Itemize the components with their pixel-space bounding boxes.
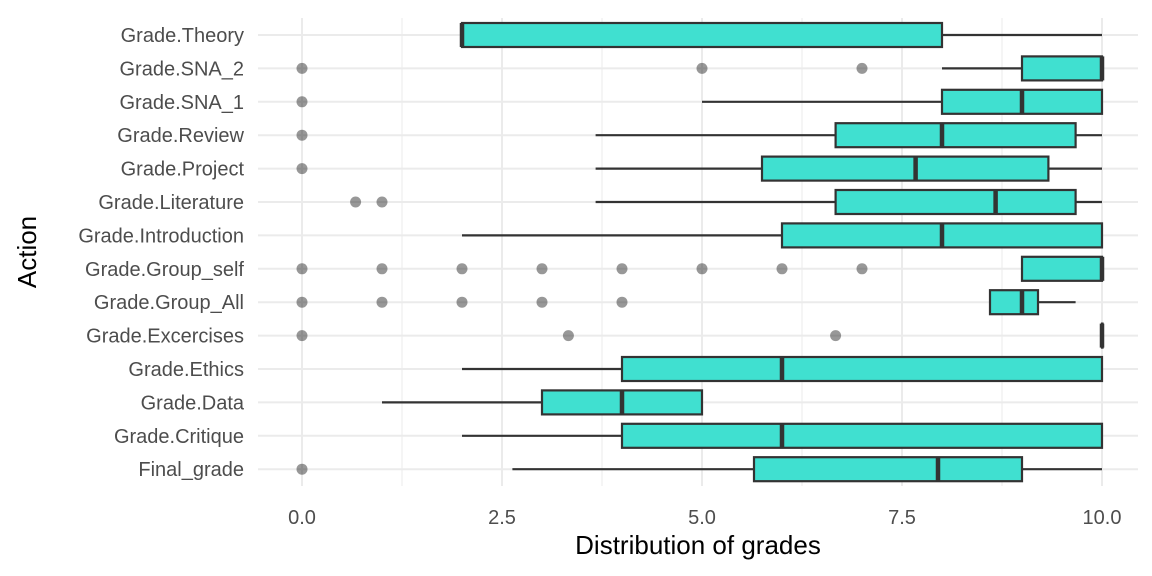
outlier-point [696, 62, 708, 74]
box-iqr [1020, 55, 1104, 82]
box-iqr [620, 355, 1104, 383]
box-Grade.SNA_2 [942, 55, 1105, 82]
x-tick-label: 5.0 [688, 507, 716, 529]
y-tick-label: Grade.Ethics [128, 359, 244, 381]
outlier-point [856, 62, 868, 74]
box-Grade.Group_All [988, 289, 1076, 316]
outlier-point [296, 62, 308, 74]
grid-layer [258, 18, 1138, 486]
box-Grade.Group_self [1020, 255, 1105, 282]
box-Final_grade [512, 456, 1102, 483]
outlier-point [562, 330, 574, 342]
y-tick-label: Grade.Introduction [78, 225, 244, 247]
box-iqr [988, 289, 1040, 316]
y-axis-title: Action [12, 216, 42, 288]
y-tick-label: Grade.SNA_1 [119, 92, 244, 114]
y-tick-label: Grade.Group_All [94, 292, 244, 314]
box-iqr [834, 188, 1077, 216]
box-Grade.Literature [595, 188, 1102, 216]
outlier-point [616, 263, 628, 275]
outlier-point [376, 196, 388, 208]
box-iqr [1020, 255, 1104, 282]
outlier-point [776, 263, 788, 275]
box-Grade.Theory [459, 21, 1102, 49]
outlier-layer [296, 62, 868, 475]
outlier-point [296, 296, 308, 308]
box-layer [382, 21, 1105, 483]
outlier-point [616, 296, 628, 308]
y-tick-labels: Grade.Theory Grade.SNA_2 Grade.SNA_1 Grade.… [78, 25, 245, 481]
box-iqr [620, 422, 1104, 449]
outlier-point [296, 263, 308, 275]
box-Grade.Project [595, 155, 1102, 182]
box-Grade.Critique [462, 422, 1104, 449]
y-tick-label: Grade.Review [117, 125, 244, 147]
outlier-point [456, 296, 468, 308]
x-tick-label: 2.5 [488, 507, 516, 529]
y-tick-label: Grade.Group_self [85, 259, 244, 281]
outlier-point [696, 263, 708, 275]
box-Grade.SNA_1 [702, 88, 1104, 115]
outlier-point [296, 330, 308, 342]
outlier-point [296, 463, 308, 475]
outlier-point [350, 196, 362, 208]
box-Grade.Data [382, 389, 704, 416]
box-iqr [760, 155, 1050, 182]
x-tick-label: 10.0 [1083, 507, 1122, 529]
outlier-point [296, 96, 308, 108]
outlier-point [830, 330, 842, 342]
box-iqr [460, 21, 944, 49]
outlier-point [376, 263, 388, 275]
y-tick-label: Grade.Literature [98, 192, 244, 214]
outlier-point [456, 263, 468, 275]
x-tick-labels: 0.0 2.5 5.0 7.5 10.0 [288, 507, 1121, 529]
box-iqr [834, 122, 1077, 149]
y-tick-label: Grade.Data [141, 392, 245, 414]
outlier-point [536, 296, 548, 308]
y-tick-label: Grade.Project [121, 159, 245, 181]
outlier-point [856, 263, 868, 275]
outlier-point [376, 296, 388, 308]
box-Grade.Excercises [1099, 322, 1105, 349]
box-Grade.Ethics [462, 355, 1104, 383]
x-tick-label: 0.0 [288, 507, 316, 529]
y-tick-label: Grade.Excercises [86, 326, 244, 348]
box-Grade.Review [595, 122, 1102, 149]
outlier-point [296, 163, 308, 175]
outlier-point [296, 129, 308, 141]
y-tick-label: Grade.SNA_2 [119, 58, 244, 80]
y-tick-label: Grade.Critique [114, 426, 244, 448]
y-tick-label: Final_grade [138, 459, 244, 481]
outlier-point [536, 263, 548, 275]
box-Grade.Introduction [462, 222, 1104, 249]
x-axis-title: Distribution of grades [575, 530, 821, 560]
x-tick-label: 7.5 [888, 507, 916, 529]
box-iqr [752, 456, 1024, 483]
y-tick-label: Grade.Theory [121, 25, 244, 47]
